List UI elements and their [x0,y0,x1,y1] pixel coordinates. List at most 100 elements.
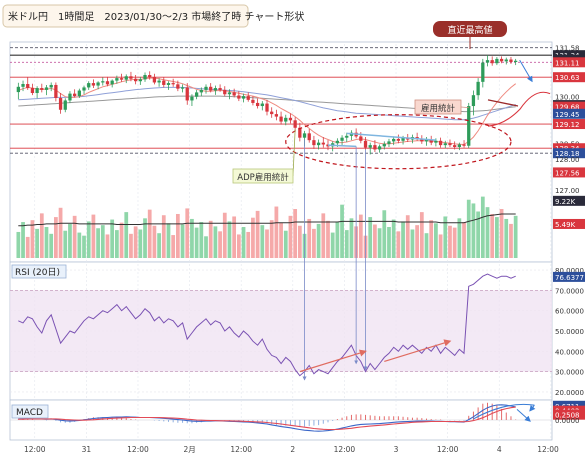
candle-body [30,88,35,94]
volume-bar [419,212,424,258]
x-label: 2 [290,445,295,454]
candle-body [274,114,279,117]
y-label-box [553,218,585,229]
y-label-box [553,409,585,420]
candle-body [73,93,77,97]
volume-bar [391,219,396,258]
volume-bar [485,207,490,258]
y-label: 76.6377 [555,274,584,282]
volume-bar [513,215,518,258]
volume-bar [49,233,54,258]
volume-bar [480,196,485,258]
x-label: 12:00 [334,445,356,454]
candle-body [101,81,105,83]
candle-body [223,89,227,95]
candle-body [363,140,368,148]
volume-bar [21,222,25,258]
volume-bar [260,225,265,258]
candle-body [284,117,288,122]
candle-body [302,133,307,138]
y-label: 131.11 [555,59,580,67]
volume-bar [499,209,504,258]
volume-ma-line [18,213,516,227]
y-label: 129.68 [555,104,580,112]
candle-body [49,84,53,88]
y-label-box [553,271,585,282]
candle-body [58,97,63,110]
candle-body [396,138,401,141]
rsi-arrow [299,349,367,373]
volume-bar [340,204,344,258]
candle-body [68,93,72,101]
candle-body [462,144,466,146]
volume-bar [476,211,480,258]
candle-body [110,80,114,85]
volume-bar [274,206,279,258]
volume-bar [72,215,77,258]
candle-body [490,60,494,64]
y-label: 60.0000 [555,308,584,316]
y-label: 9.22K [555,198,576,206]
candle-body [373,145,377,150]
candle-body [499,58,504,62]
candle-body [138,79,142,82]
candle-body [481,62,485,82]
candle-body [509,59,513,62]
chart-title: 米ドル円 1時間足 2023/01/30～2/3 市場終了時 チャート形状 [8,10,304,23]
volume-bar [251,217,255,258]
volume-bar [466,199,471,258]
forecast-curve [487,91,551,127]
y-label-box [553,148,585,159]
candle-body [321,142,325,145]
y-label: 30.0000 [555,369,584,377]
candle-body [443,143,447,146]
volume-bar [161,215,166,258]
candle-body [392,138,396,142]
volume-bars [16,196,518,258]
volume-bar [504,218,509,258]
candle-body [246,96,250,100]
rsi-series [18,273,516,377]
volume-bar [382,210,387,258]
y-label-box [553,167,585,178]
volume-bar [335,222,340,258]
candle-body [241,96,246,99]
y-label: 127.00 [555,187,580,195]
volume-bar [297,225,302,258]
candle-body [194,92,199,97]
volume-bar [114,230,119,258]
volume-bar [368,217,373,258]
volume-bar [222,212,227,258]
volume-bar [194,227,199,258]
candle-body [368,145,372,148]
candle-body [335,140,340,144]
macd-title-box: MACD [11,404,49,419]
volume-bar [255,210,260,258]
candle-body [265,103,269,112]
volume-bar [344,230,349,258]
candle-body [213,88,218,91]
volume-bar [185,208,190,258]
rsi-band [10,290,552,372]
candle-body [232,92,236,96]
volume-bar [316,223,321,258]
candle-body [457,144,461,147]
volume-bar [54,217,58,258]
candle-body [133,78,138,82]
x-label: 12:00 [230,445,252,454]
candle-body [359,136,363,141]
signal-series [18,406,516,431]
candle-body [82,87,86,91]
volume-bar [373,224,377,258]
volume-bar [410,229,415,258]
volume-bar [330,232,335,258]
candle-body [91,83,96,86]
volume-bar [138,229,143,258]
candle-body [420,138,424,142]
x-label: 12:00 [24,445,46,454]
candle-body [387,141,391,144]
macd-projection [473,403,535,420]
nfp-pointer [460,106,469,108]
volume-bar [509,223,513,258]
y-label: 0.2508 [555,412,580,420]
